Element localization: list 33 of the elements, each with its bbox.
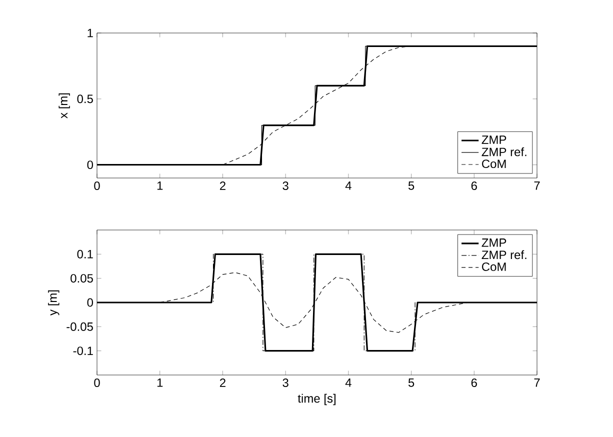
legend-label: ZMP [482, 238, 506, 247]
y-axis-title: y [m] [48, 290, 60, 316]
x-tick-label: 1 [157, 182, 163, 190]
legend-label: ZMP [482, 136, 506, 144]
x-tick-label: 0 [94, 378, 100, 388]
x-tick-label: 0 [94, 182, 100, 190]
x-tick-label: 5 [408, 378, 414, 387]
x-tick-label: 3 [282, 182, 288, 190]
y-tick-label: 0.1 [77, 250, 93, 258]
x-tick-label: 3 [282, 378, 288, 388]
x-axis-title: time [s] [298, 394, 336, 406]
x-tick-label: 7 [534, 378, 540, 387]
legend-label: CoM [482, 262, 506, 271]
y-tick-label: -0.05 [66, 322, 93, 331]
y-tick-label: 0.5 [77, 94, 93, 104]
y-tick-label: -0.1 [73, 346, 93, 356]
legend-label: CoM [482, 160, 506, 168]
y-tick-label: 0 [87, 298, 94, 307]
legend-label: ZMP ref. [482, 250, 526, 260]
x-tick-label: 2 [220, 378, 226, 387]
legend-label: ZMP ref. [482, 147, 526, 156]
x-tick-label: 2 [220, 182, 226, 190]
y-axis-title: x [m] [58, 93, 70, 118]
x-tick-label: 7 [534, 182, 540, 190]
y-tick-label: 0 [87, 160, 94, 170]
x-tick-label: 6 [471, 378, 477, 388]
x-tick-label: 1 [157, 378, 163, 387]
y-tick-label: 1 [88, 28, 93, 38]
x-tick-label: 4 [345, 182, 352, 190]
y-tick-label: 0.05 [70, 274, 93, 283]
x-tick-label: 5 [408, 182, 414, 190]
x-tick-label: 4 [345, 378, 352, 387]
x-tick-label: 6 [471, 182, 477, 190]
